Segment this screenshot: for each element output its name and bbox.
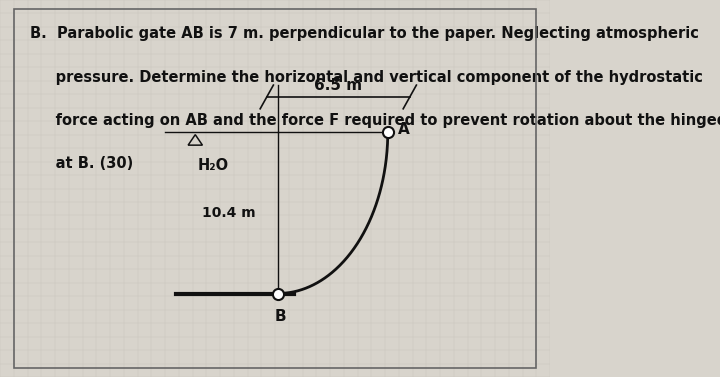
Text: B.  Parabolic gate AB is 7 m. perpendicular to the paper. Neglecting atmospheric: B. Parabolic gate AB is 7 m. perpendicul… [30, 26, 699, 41]
Text: H₂O: H₂O [198, 158, 229, 173]
Text: 6.5 m: 6.5 m [314, 78, 362, 93]
Text: pressure. Determine the horizontal and vertical component of the hydrostatic: pressure. Determine the horizontal and v… [30, 70, 703, 85]
Text: force acting on AB and the force F required to prevent rotation about the hinged: force acting on AB and the force F requi… [30, 113, 720, 128]
Text: 10.4 m: 10.4 m [202, 206, 256, 220]
Text: at B. (30): at B. (30) [30, 156, 133, 172]
Text: B: B [275, 309, 287, 323]
Text: A: A [397, 122, 410, 137]
